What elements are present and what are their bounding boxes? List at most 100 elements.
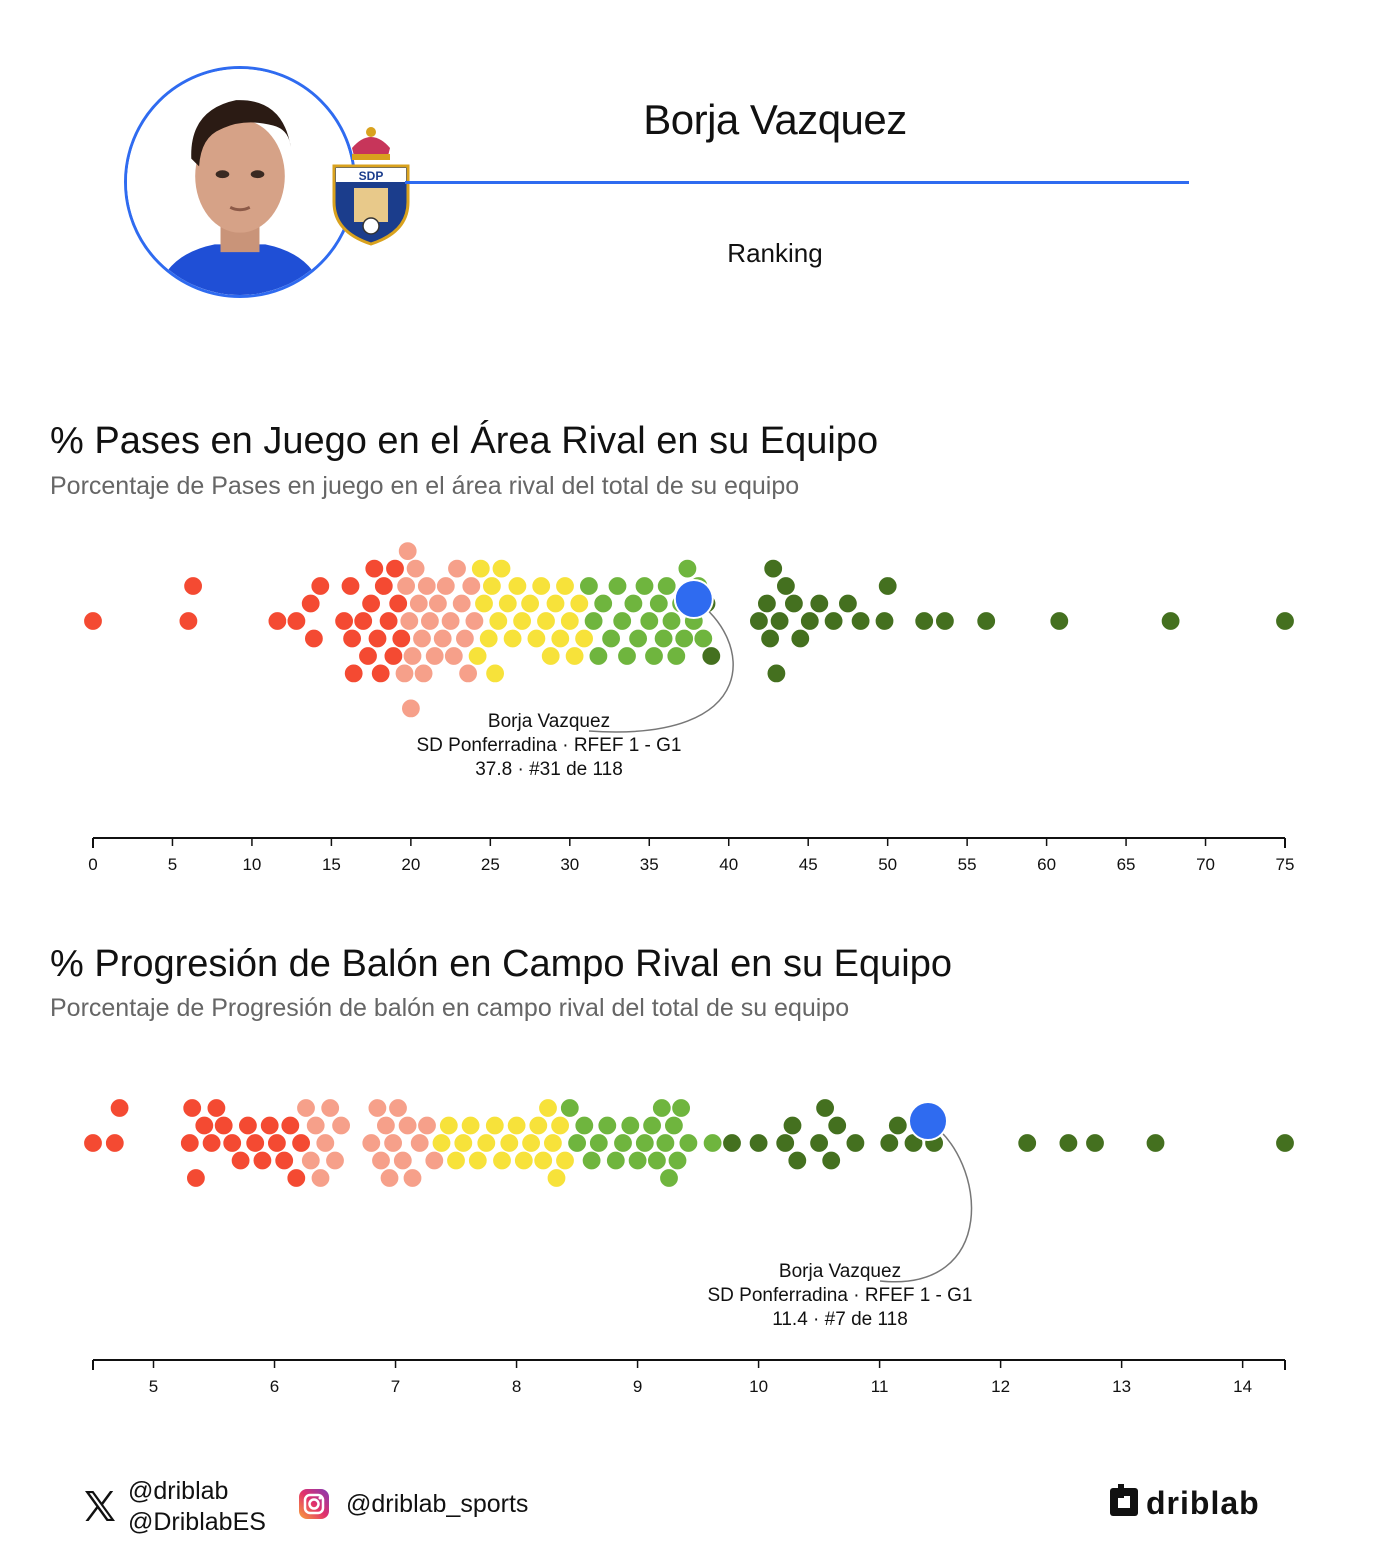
highlight-point (673, 579, 714, 619)
swarm-point (782, 1115, 803, 1136)
swarm-point (343, 663, 364, 684)
swarm-point (663, 1115, 685, 1136)
swarm-point (384, 558, 406, 579)
swarm-point (748, 610, 770, 632)
swarm-point (464, 610, 485, 632)
swarm-point (511, 610, 533, 632)
swarm-point (814, 1097, 836, 1119)
x-tick-label: 6 (270, 1377, 279, 1396)
swarm-point (612, 610, 633, 632)
swarm-point (588, 645, 609, 667)
swarm-point (627, 1150, 648, 1171)
x-twitter-icon[interactable] (82, 1488, 118, 1524)
swarm-point (775, 575, 797, 597)
swarm-point (1160, 610, 1181, 632)
swarm-point (502, 628, 523, 649)
swarm-point (678, 1132, 699, 1154)
swarm-point (1017, 1132, 1038, 1154)
x-tick-label: 40 (719, 855, 738, 874)
swarm-point (661, 610, 682, 632)
swarm-point (334, 610, 355, 632)
swarm-point (634, 1132, 655, 1154)
x-tick-label: 70 (1196, 855, 1215, 874)
swarm-point (634, 575, 655, 597)
swarm-point (1084, 1132, 1106, 1154)
x-tick-label: 35 (640, 855, 659, 874)
swarm-point (766, 663, 787, 684)
swarm-point (467, 1150, 488, 1171)
swarm-point (623, 593, 644, 614)
swarm-point (178, 610, 199, 632)
swarm-point (364, 558, 385, 579)
swarm-point (300, 1150, 321, 1171)
swarm-point (470, 558, 491, 579)
swarm-point (411, 628, 433, 649)
swarm-point (440, 610, 461, 632)
swarm-point (554, 575, 576, 597)
swarm-point (373, 575, 394, 597)
swarm-point (424, 1150, 445, 1171)
highlight-label-team: SD Ponferradina · RFEF 1 - G1 (707, 1285, 972, 1306)
swarm-point (607, 575, 628, 597)
swarm-point (222, 1132, 243, 1154)
x-tick-label: 55 (958, 855, 977, 874)
swarm-point (639, 610, 660, 632)
swarm-point (677, 558, 698, 579)
swarm-point (446, 558, 468, 579)
x-handle-secondary[interactable]: @DriblabES (128, 1508, 266, 1536)
swarm-point (506, 1115, 527, 1136)
swarm-point (545, 593, 566, 614)
swarm-point (537, 1097, 559, 1119)
club-crest: SDP (332, 127, 410, 246)
swarm-point (583, 610, 604, 632)
swarm-point (573, 628, 595, 649)
swarm-point (286, 1167, 307, 1189)
swarm-point (507, 575, 528, 597)
swarm-point (627, 628, 649, 649)
x-handle-primary[interactable]: @driblab (128, 1477, 229, 1505)
swarm-point (827, 1115, 848, 1136)
swarm-point (655, 1132, 676, 1154)
swarm-point (658, 1167, 680, 1189)
swarm-point (531, 575, 552, 597)
x-tick-label: 9 (633, 1377, 642, 1396)
swarm-point (1274, 1132, 1296, 1154)
swarm-point (478, 628, 499, 649)
swarm-point (413, 663, 434, 684)
instagram-icon[interactable] (298, 1488, 330, 1520)
swarm-point (670, 1097, 692, 1119)
swarm-point (409, 1132, 430, 1154)
swarm-point (419, 610, 440, 632)
swarm-point (370, 1150, 392, 1171)
swarm-point (499, 1132, 520, 1154)
instagram-handle[interactable]: @driblab_sports (346, 1490, 529, 1518)
swarm-point (399, 610, 420, 632)
swarm-point (616, 645, 638, 667)
x-tick-label: 10 (749, 1377, 768, 1396)
x-tick-label: 15 (322, 855, 341, 874)
swarm-point (245, 1132, 266, 1154)
highlight-label-name: Borja Vazquez (779, 1261, 901, 1282)
swarm-point (185, 1167, 206, 1189)
x-tick-label: 5 (168, 855, 177, 874)
chart-2-beeswarm: Borja Vazquez SD Ponferradina · RFEF 1 - … (82, 1097, 1296, 1396)
swarm-point (416, 1115, 438, 1136)
chart-1-subtitle: Porcentaje de Pases en juego en el área … (50, 472, 800, 500)
player-photo (124, 66, 356, 298)
swarm-point (674, 628, 695, 649)
swarm-point (315, 1132, 336, 1154)
swarm-point (305, 1115, 326, 1136)
swarm-point (179, 1132, 200, 1154)
swarm-point (370, 663, 391, 684)
swarm-point (400, 698, 421, 719)
swarm-point (424, 645, 445, 667)
swarm-point (497, 593, 518, 614)
brand-wordmark: driblab (1146, 1485, 1260, 1520)
swarm-point (397, 1115, 418, 1136)
swarm-point (280, 1115, 301, 1136)
swarm-point (549, 1115, 571, 1136)
swarm-point (550, 628, 571, 649)
swarm-point (1058, 1132, 1079, 1154)
x-tick-label: 75 (1276, 855, 1295, 874)
swarm-point (458, 663, 479, 684)
